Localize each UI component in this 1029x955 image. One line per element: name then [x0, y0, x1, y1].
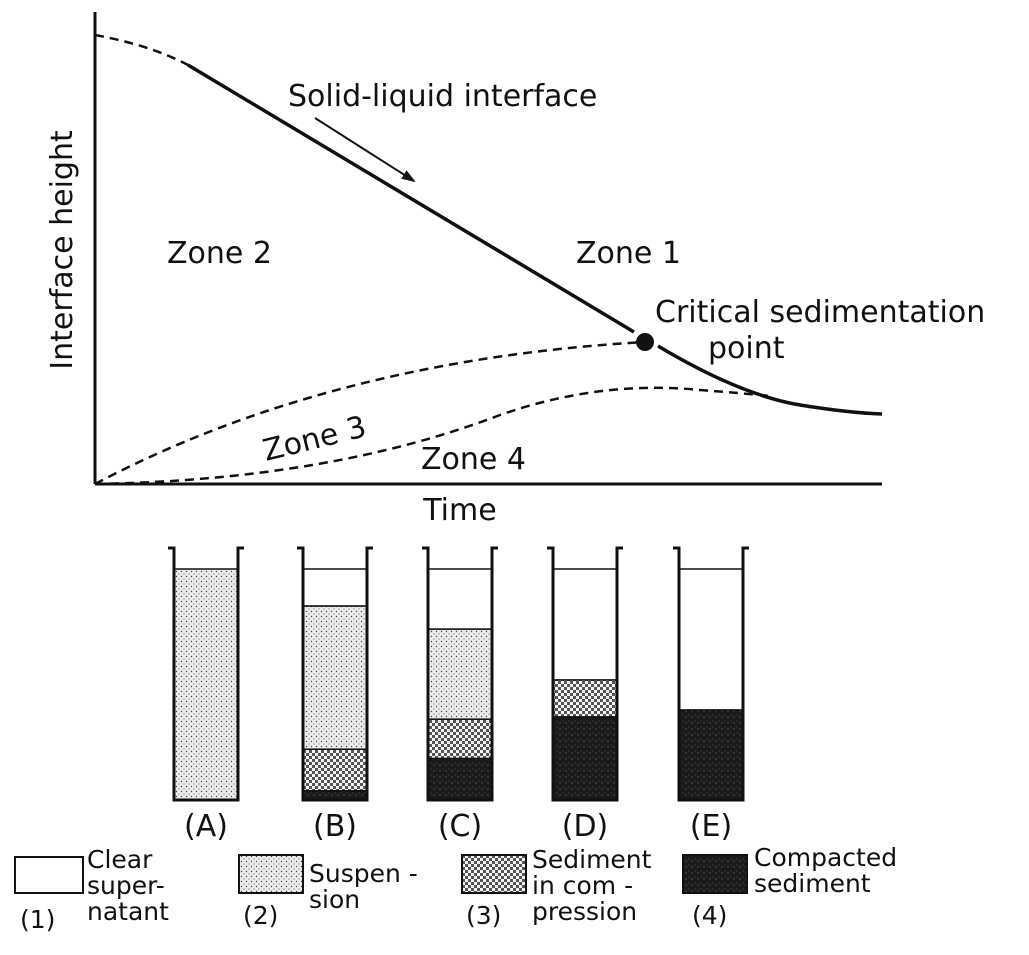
cylinder-layer-compression	[552, 679, 618, 718]
cylinder: (B)	[297, 546, 373, 844]
legend-item: Suspen -sion (2)	[238, 854, 418, 930]
cylinder-wall	[547, 546, 623, 802]
critical-point-label-line1: Critical sedimentation	[655, 295, 985, 330]
cylinder-layer-suspension	[302, 605, 368, 750]
cylinder-layer-clear	[427, 568, 493, 630]
cylinder: (A)	[168, 546, 244, 844]
cylinder-wall	[297, 546, 373, 802]
legend-text: Sediment	[532, 845, 652, 874]
legend-number: (3)	[466, 901, 501, 930]
cylinder-layer-suspension	[427, 628, 493, 720]
cylinder: (E)	[673, 546, 749, 844]
cylinder-layer-compacted	[427, 757, 493, 801]
cylinder-layer-compacted	[552, 716, 618, 801]
initial-curve-dashed	[94, 33, 189, 67]
cylinder-layer-clear	[552, 568, 618, 681]
cylinder-label: (A)	[184, 809, 228, 844]
cylinder-wall	[168, 546, 244, 802]
cylinders-group: (A) (B) (C) (D) (E)	[168, 546, 749, 844]
interface-arrow	[314, 117, 416, 183]
legend-text: natant	[87, 897, 169, 926]
legend-text: Suspen -	[309, 859, 418, 888]
y-axis-label: Interface height	[45, 130, 80, 370]
cylinder-layer-compression	[427, 718, 493, 760]
zone3-upper-boundary	[94, 340, 646, 486]
cylinder-layer-clear	[302, 568, 368, 607]
interface-label: Solid-liquid interface	[288, 79, 597, 114]
x-axis-label: Time	[422, 493, 496, 528]
cylinder-layer-clear	[678, 568, 744, 711]
legend-text: in com -	[532, 871, 633, 900]
critical-point-label-line2: point	[708, 331, 785, 366]
solid-liquid-interface-curve	[187, 63, 635, 334]
legend-text: super-	[87, 871, 165, 900]
legend-text: Compacted	[754, 843, 897, 872]
zone3-label: Zone 3	[259, 409, 369, 468]
critical-point-marker	[636, 333, 654, 351]
legend-number: (4)	[692, 901, 727, 930]
legend-swatch-clear	[14, 856, 84, 894]
cylinder-layer-compacted	[678, 709, 744, 801]
zone2-label: Zone 2	[167, 236, 272, 271]
legend-swatch-compression	[461, 854, 527, 894]
cylinder: (C)	[422, 546, 498, 844]
legend-number: (1)	[20, 905, 55, 934]
cylinder: (D)	[547, 546, 623, 844]
legend-text: pression	[532, 897, 637, 926]
legend-text: sediment	[754, 869, 871, 898]
cylinder-wall	[673, 546, 749, 802]
cylinder-label: (B)	[313, 809, 357, 844]
zone1-label: Zone 1	[576, 236, 681, 271]
compression-curve	[657, 344, 883, 416]
cylinder-label: (C)	[438, 809, 482, 844]
legend-text: sion	[309, 885, 360, 914]
legend-text: Clear	[87, 845, 153, 874]
legend-swatch-compacted	[682, 854, 748, 894]
zone4-label: Zone 4	[421, 442, 526, 477]
legend-swatch-suspension	[238, 854, 304, 894]
cylinder-wall	[422, 546, 498, 802]
cylinder-layer-compression	[302, 748, 368, 792]
cylinder-label: (D)	[562, 809, 609, 844]
cylinder-layer-suspension	[173, 568, 239, 801]
legend-number: (2)	[243, 901, 278, 930]
cylinder-label: (E)	[690, 809, 732, 844]
